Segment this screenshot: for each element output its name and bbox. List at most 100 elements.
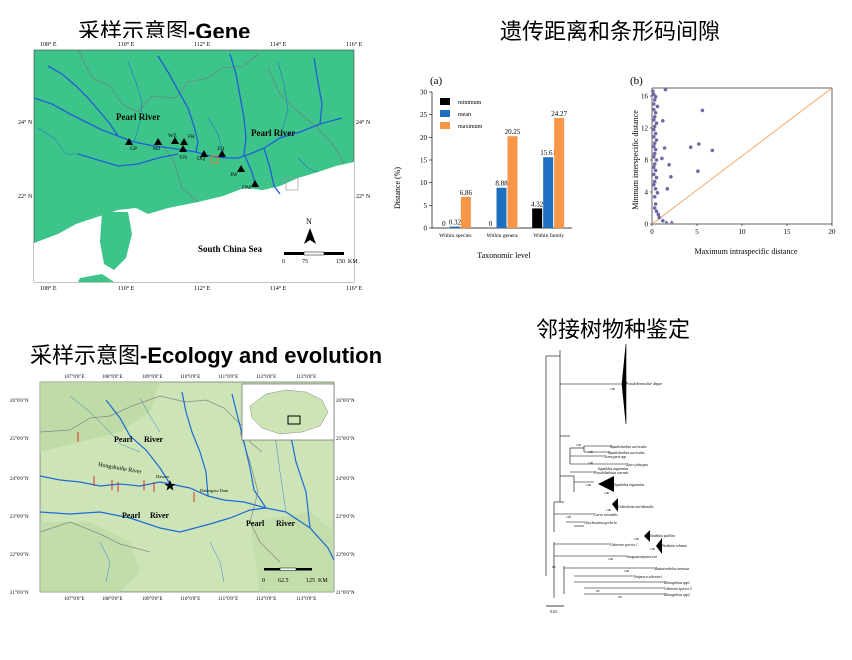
gene-lon-bot-3: 114° E: [270, 285, 287, 292]
scatter-point: [669, 175, 673, 179]
scatter-point: [652, 135, 656, 139]
gene-river-label-0: Pearl River: [116, 112, 160, 122]
chart-a-panel-label: (a): [430, 75, 443, 87]
scatter-point: [656, 212, 661, 217]
scatter-point: [665, 187, 670, 191]
gene-map-lon-ticks-bottom: 108° E 110° E 112° E 114° E 116° E: [40, 285, 363, 292]
svg-text:0: 0: [262, 578, 265, 584]
scatter-point: [654, 138, 659, 142]
svg-text:96: 96: [552, 565, 556, 569]
svg-text:108°0'0"E: 108°0'0"E: [102, 597, 123, 602]
taxon-6: Pseudolaubuca sinensis: [593, 471, 629, 475]
site-label-mj: MJ: [153, 146, 161, 152]
chart-a-xtick-label: Within family: [533, 232, 564, 239]
svg-text:Pearl: Pearl: [114, 435, 133, 444]
chart-b-diagonal: [651, 87, 833, 225]
chart-b-ylabel: Minmum interspecific distance: [631, 110, 640, 210]
scatter-point: [652, 155, 656, 159]
svg-text:River: River: [276, 519, 296, 528]
taxon-15: Mastacembelus armatus: [653, 567, 690, 571]
svg-text:100: 100: [586, 483, 591, 487]
north-arrow-icon: N: [304, 217, 316, 244]
site-marker-jm: [237, 165, 245, 172]
svg-text:108°0'0"E: 108°0'0"E: [102, 375, 123, 380]
svg-text:22°0'0"N: 22°0'0"N: [10, 553, 29, 558]
gene-map-lon-ticks-top: 108° E 110° E 112° E 114° E 116° E: [40, 41, 363, 48]
taxon-12: Sinibotia robusta: [662, 544, 687, 548]
bar-value-label: 8.88: [495, 180, 508, 188]
gene-sites: GP MJ WZ FK YN DQ ZQ JM DM: [125, 133, 259, 191]
chart-a-xtick-label: Within genera: [486, 233, 518, 239]
gene-map: 108° E 110° E 112° E 114° E 116° E 108° …: [18, 38, 372, 292]
scatter-point: [654, 175, 659, 180]
chart-a-ytick-label: 25: [420, 111, 428, 119]
heading-eco: 采样示意图-Ecology and evolution: [30, 338, 382, 370]
chart-a-ylabel: Distance (%): [393, 167, 402, 209]
svg-text:75: 75: [302, 259, 308, 265]
heading-barcode: 遗传距离和条形码间隙: [500, 20, 721, 45]
gene-lat-right-1: 22° N: [356, 193, 371, 200]
nj-tree: Pseudohemiculter dispar Squalidus argent…: [545, 343, 692, 614]
svg-text:River: River: [150, 511, 170, 520]
gene-river-label-1: Pearl River: [251, 128, 295, 138]
scatter-point: [654, 158, 659, 162]
chart-a-ytick-label: 10: [420, 179, 428, 187]
chart-b-ytick-label: 16: [641, 93, 649, 101]
site-marker-yn: [179, 145, 187, 152]
svg-text:100: 100: [576, 443, 581, 447]
scatter-point: [652, 162, 657, 166]
scatter-point: [652, 107, 656, 112]
scatter-chart: (b) Minmum interspecific distance 0 4 8 12 1…: [630, 75, 836, 256]
chart-b-ytick-label: 4: [645, 189, 649, 197]
svg-text:109°0'0"E: 109°0'0"E: [142, 597, 163, 602]
gene-map-lat-ticks: 24° N 22° N 24° N 22° N: [18, 119, 371, 200]
svg-text:100: 100: [624, 569, 629, 573]
scatter-point: [660, 156, 664, 161]
taxon-3: Squaliobarbus curriculus: [608, 451, 645, 455]
eco-lat-left: 26°0'0"N 25°0'0"N 24°0'0"N 23°0'0"N 22°0…: [10, 399, 29, 596]
svg-text:107°0'0"E: 107°0'0"E: [64, 597, 85, 602]
tree-bootstrap: 100 100 100 100 100 100 100 100 100 100 …: [552, 387, 655, 599]
chart-b-panel-label: (b): [630, 75, 643, 87]
site-label-jm: JM: [230, 172, 237, 178]
taxon-7: Squalidus argentatus: [614, 483, 645, 487]
svg-text:110°0'0"E: 110°0'0"E: [180, 597, 200, 602]
scatter-point: [652, 144, 656, 149]
svg-text:23°0'0"N: 23°0'0"N: [336, 515, 355, 520]
legend-swatch-maximum: [440, 122, 450, 129]
bar-value-label: 0: [489, 220, 493, 228]
chart-b-ytick-label: 12: [641, 125, 649, 133]
svg-text:25°0'0"N: 25°0'0"N: [336, 437, 355, 442]
scatter-point: [696, 169, 700, 173]
svg-text:21°0'0"N: 21°0'0"N: [10, 591, 29, 596]
scatter-point: [652, 141, 657, 145]
svg-text:100: 100: [588, 461, 593, 465]
scatter-point: [653, 95, 658, 99]
scatter-point: [652, 151, 657, 156]
scatter-point: [662, 146, 667, 150]
svg-text:100: 100: [604, 491, 609, 495]
chart-b-xtick-label: 10: [739, 228, 747, 236]
svg-text:107°0'0"E: 107°0'0"E: [64, 375, 85, 380]
scatter-point: [652, 165, 656, 169]
bar-minimum-2: [532, 208, 543, 228]
svg-text:62.5: 62.5: [278, 578, 289, 584]
svg-text:113°0'0"E: 113°0'0"E: [296, 375, 316, 380]
scatter-point: [655, 191, 660, 195]
svg-text:109°0'0"E: 109°0'0"E: [142, 375, 163, 380]
svg-text:110°0'0"E: 110°0'0"E: [180, 375, 200, 380]
heading-nj: 邻接树物种鉴定: [536, 318, 691, 343]
svg-text:N: N: [306, 217, 312, 226]
taxon-0: Pseudohemiculter dispar: [625, 382, 663, 386]
gene-lon-top-4: 116° E: [346, 41, 363, 48]
svg-text:26°0'0"N: 26°0'0"N: [336, 399, 355, 404]
chart-b-xlabel: Maximum intraspecific distance: [694, 247, 798, 256]
scatter-point: [653, 187, 658, 191]
svg-text:23°0'0"N: 23°0'0"N: [10, 515, 29, 520]
scatter-point: [663, 87, 668, 92]
bar-maximum-1: [507, 136, 518, 228]
scatter-point: [688, 145, 693, 149]
scatter-point: [657, 215, 661, 220]
gene-sea-label: South China Sea: [198, 244, 263, 254]
chart-b-ytick-label: 0: [645, 221, 649, 229]
